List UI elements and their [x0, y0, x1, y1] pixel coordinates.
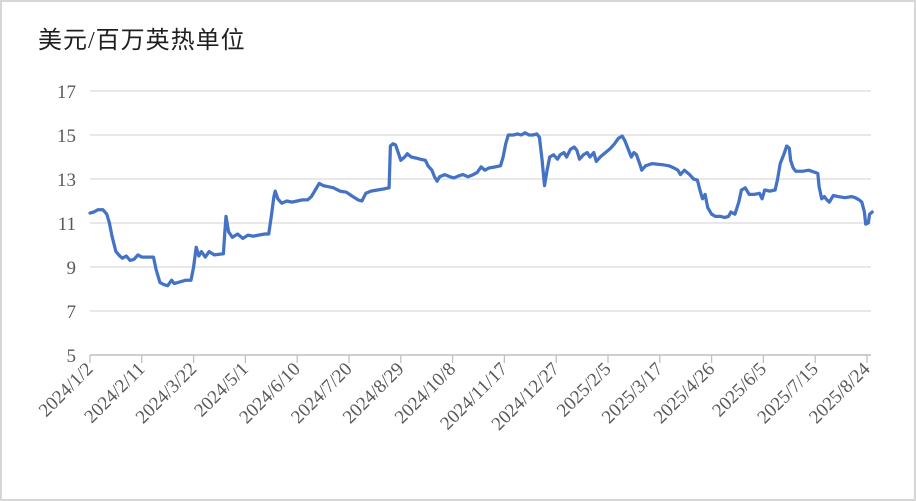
y-axis-label: 7: [67, 302, 77, 323]
y-axis-label: 15: [57, 126, 76, 147]
y-axis-label: 9: [67, 258, 77, 279]
y-axis-label: 13: [57, 170, 76, 191]
y-axis-label: 17: [57, 82, 76, 103]
y-axis-label: 11: [58, 214, 76, 235]
chart-title: 美元/百万英热单位: [38, 28, 246, 54]
price-series-line: [88, 131, 874, 288]
y-axis-label: 5: [67, 346, 77, 367]
